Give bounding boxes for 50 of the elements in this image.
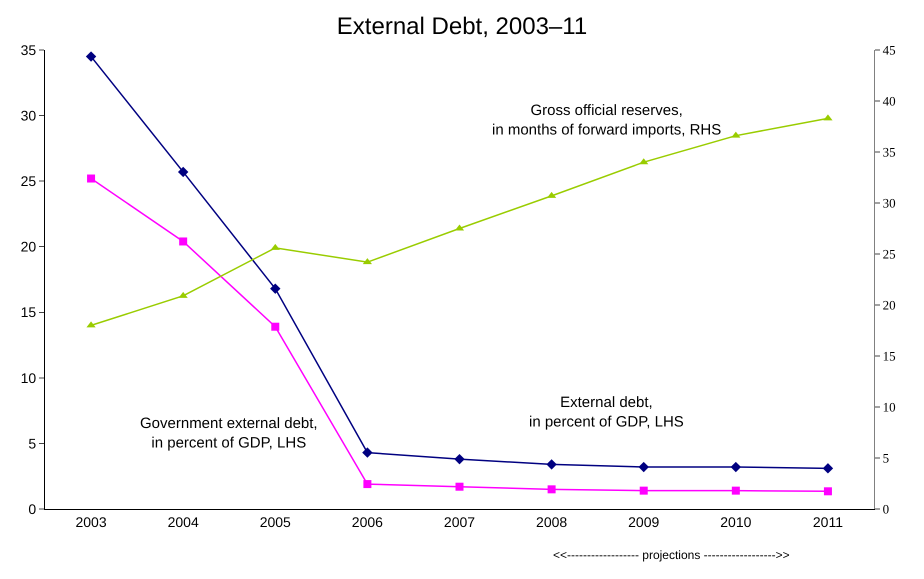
y2-tick-label: 15 [882,348,896,364]
y2-tick-label: 5 [882,450,890,466]
text: <<------------------ projections ------------------>> [553,548,790,562]
y-tick-label: 30 [20,107,36,124]
point [270,283,280,294]
y-tick-label: 35 [20,42,36,58]
point [730,462,742,472]
x-tick-label: 2007 [444,514,476,530]
point [546,459,557,470]
x-tick-label: 2010 [720,514,752,530]
point [362,447,373,458]
y2-tick-label: 45 [882,42,896,58]
x-tick-label: 2009 [628,514,660,530]
point [732,486,740,495]
x-tick-label: 2011 [812,514,844,530]
x-tick-label: 2004 [168,514,199,530]
y2-tick-label: 10 [882,400,896,415]
series-label: Government external debt, in percent of GDP, LHS [140,415,318,452]
point [87,174,96,183]
y-tick-label: 15 [20,304,36,320]
point [638,462,649,472]
point [271,322,280,331]
x-tick-label: 2006 [352,514,384,530]
y-tick-label: 0 [28,500,36,517]
point [179,237,188,246]
text: External debt, in percent of GDP, LHS [529,394,684,430]
x-tick-label: 2005 [260,514,292,530]
point [178,166,188,178]
series-label: Gross official reserves, in months of forward imports, RHS [492,102,722,138]
point [456,482,464,491]
point [824,487,832,496]
point [363,480,372,488]
y-tick-label: 25 [20,173,36,190]
y-tick-label: 10 [20,370,36,386]
x-tick-label: 2003 [75,514,107,530]
y2-tick-label: 35 [882,144,896,160]
y2-tick-label: 0 [882,502,890,517]
y-tick-label: 20 [20,238,36,255]
y2-tick-label: 20 [882,298,896,313]
point [822,463,834,474]
point [86,51,96,62]
chart-title: External Debt, 2003–11 [336,13,588,40]
y2-tick-label: 30 [882,196,896,211]
x-tick-label: 2008 [536,514,568,530]
point [640,486,648,495]
y2-tick-label: 25 [882,246,896,262]
point [548,485,556,494]
point [454,454,465,464]
y2-tick-label: 40 [882,94,896,109]
y-tick-label: 5 [28,435,36,452]
